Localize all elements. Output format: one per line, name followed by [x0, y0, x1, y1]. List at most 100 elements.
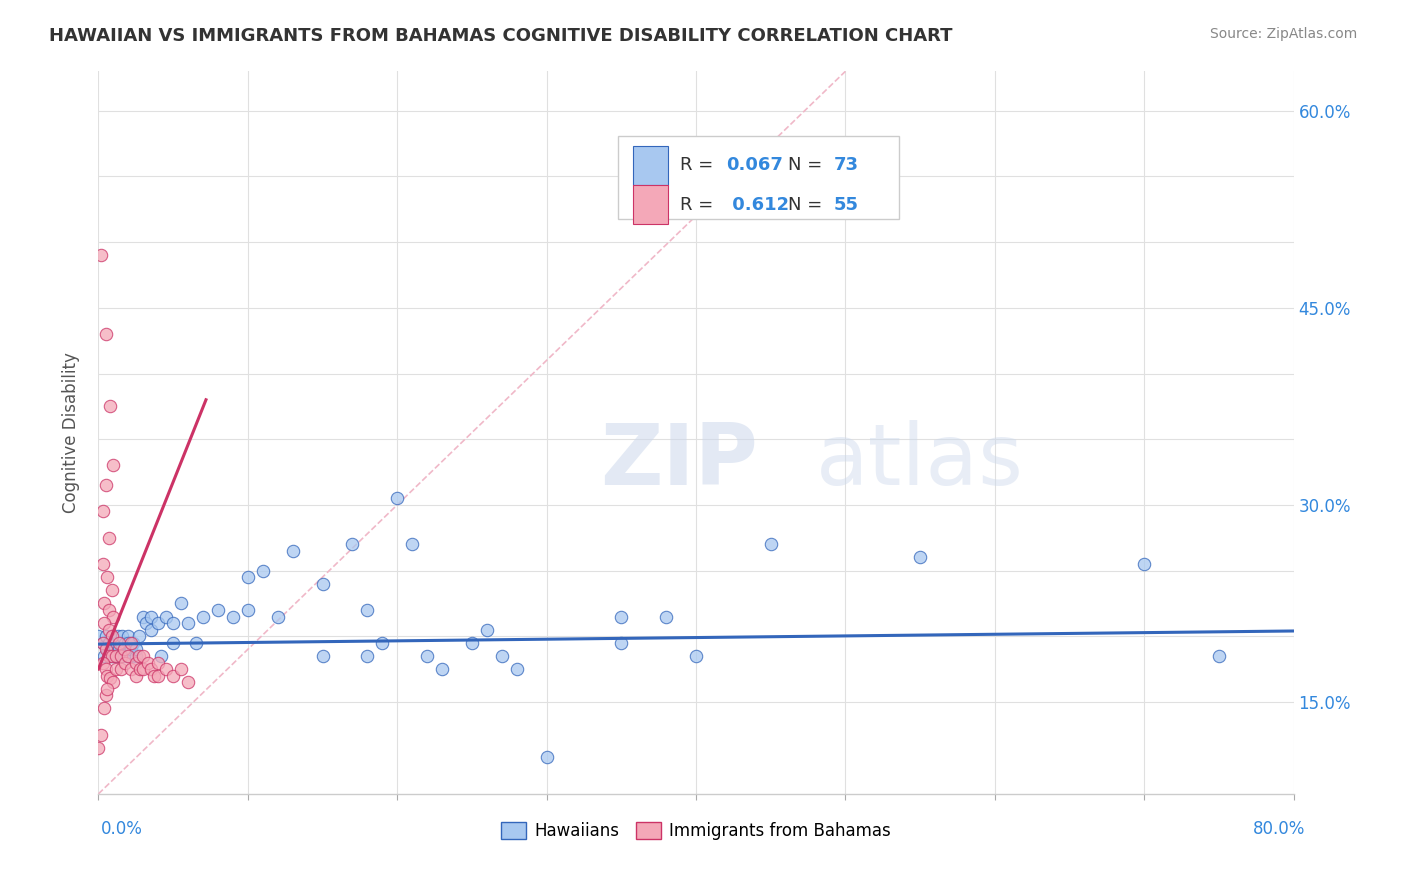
- Point: [132, 648, 155, 663]
- Point: [103, 458, 125, 473]
- Point: [148, 656, 170, 670]
- Point: [128, 629, 150, 643]
- Point: [155, 662, 177, 676]
- Point: [101, 629, 124, 643]
- Point: [142, 668, 165, 682]
- Point: [91, 636, 114, 650]
- Point: [103, 675, 125, 690]
- Point: [177, 616, 200, 631]
- Point: [97, 531, 120, 545]
- Point: [536, 750, 558, 764]
- Y-axis label: Cognitive Disability: Cognitive Disability: [62, 352, 80, 513]
- Point: [91, 656, 114, 670]
- Point: [94, 478, 117, 492]
- Point: [475, 623, 498, 637]
- FancyBboxPatch shape: [619, 136, 900, 219]
- Point: [506, 662, 529, 676]
- Point: [94, 629, 117, 643]
- Point: [118, 648, 141, 663]
- Text: 0.0%: 0.0%: [101, 820, 143, 838]
- Point: [311, 648, 333, 663]
- Point: [94, 689, 117, 703]
- Point: [107, 629, 129, 643]
- Text: R =: R =: [681, 156, 720, 175]
- Point: [94, 327, 117, 342]
- Point: [342, 537, 364, 551]
- Text: atlas: atlas: [815, 420, 1024, 503]
- Point: [110, 648, 132, 663]
- Point: [105, 648, 128, 663]
- Text: 55: 55: [834, 195, 859, 213]
- Text: N =: N =: [787, 156, 828, 175]
- Point: [207, 603, 229, 617]
- Point: [96, 668, 118, 682]
- Point: [148, 668, 170, 682]
- Point: [98, 642, 122, 657]
- Point: [105, 662, 128, 676]
- Point: [236, 570, 259, 584]
- Point: [139, 662, 162, 676]
- Point: [416, 648, 439, 663]
- Point: [371, 636, 394, 650]
- Point: [120, 662, 142, 676]
- Point: [98, 400, 122, 414]
- Point: [114, 636, 136, 650]
- Point: [93, 648, 115, 663]
- Text: 73: 73: [834, 156, 859, 175]
- Point: [129, 662, 152, 676]
- Point: [136, 656, 159, 670]
- Point: [121, 636, 143, 650]
- Point: [311, 576, 333, 591]
- Point: [267, 609, 290, 624]
- Point: [491, 648, 513, 663]
- Point: [610, 636, 633, 650]
- Point: [110, 636, 132, 650]
- Legend: Hawaiians, Immigrants from Bahamas: Hawaiians, Immigrants from Bahamas: [495, 815, 897, 847]
- Point: [162, 668, 184, 682]
- Point: [90, 248, 112, 262]
- Text: 0.067: 0.067: [725, 156, 783, 175]
- Point: [117, 629, 139, 643]
- Point: [87, 629, 110, 643]
- Point: [87, 740, 110, 755]
- Point: [112, 642, 135, 657]
- Point: [222, 609, 245, 624]
- Point: [93, 701, 115, 715]
- Point: [90, 728, 112, 742]
- Point: [169, 662, 191, 676]
- Point: [103, 636, 125, 650]
- Text: HAWAIIAN VS IMMIGRANTS FROM BAHAMAS COGNITIVE DISABILITY CORRELATION CHART: HAWAIIAN VS IMMIGRANTS FROM BAHAMAS COGN…: [49, 27, 953, 45]
- Point: [110, 648, 132, 663]
- Point: [461, 636, 484, 650]
- Point: [655, 609, 678, 624]
- Point: [117, 648, 139, 663]
- Point: [110, 662, 132, 676]
- Point: [98, 671, 122, 685]
- Point: [139, 609, 162, 624]
- Point: [97, 636, 120, 650]
- Point: [97, 623, 120, 637]
- Point: [125, 642, 148, 657]
- Point: [104, 642, 127, 657]
- Point: [191, 609, 214, 624]
- Point: [103, 609, 125, 624]
- Point: [91, 557, 114, 571]
- Point: [96, 681, 118, 696]
- Point: [101, 583, 124, 598]
- Point: [112, 642, 135, 657]
- Bar: [633, 185, 668, 225]
- Text: R =: R =: [681, 195, 720, 213]
- Text: Source: ZipAtlas.com: Source: ZipAtlas.com: [1209, 27, 1357, 41]
- Point: [94, 642, 117, 657]
- Point: [759, 537, 782, 551]
- Point: [177, 675, 200, 690]
- Point: [97, 603, 120, 617]
- Point: [111, 629, 134, 643]
- Point: [105, 636, 128, 650]
- Point: [356, 603, 378, 617]
- Point: [132, 662, 155, 676]
- Point: [281, 544, 304, 558]
- Point: [139, 623, 162, 637]
- Point: [1133, 557, 1156, 571]
- Text: 0.612: 0.612: [725, 195, 789, 213]
